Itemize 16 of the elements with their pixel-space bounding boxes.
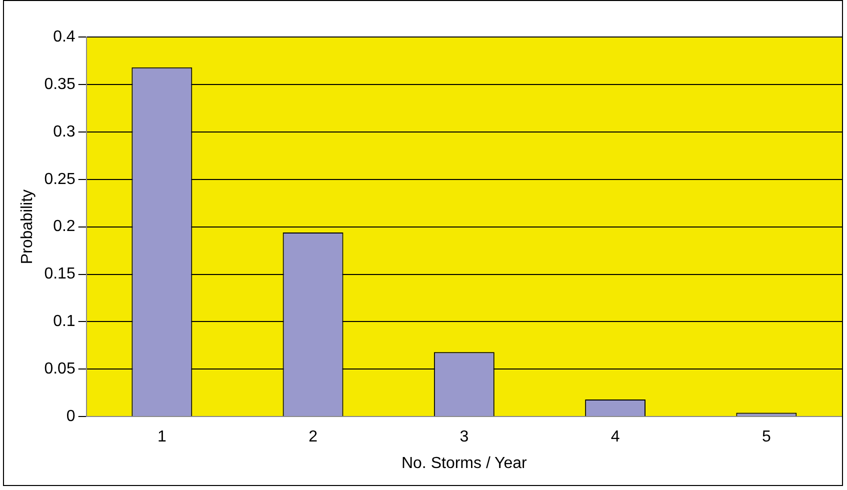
- y-tick-label: 0.3: [53, 123, 76, 140]
- x-tick-label: 2: [308, 428, 318, 446]
- x-tick-label: 1: [157, 428, 166, 446]
- x-tick-label: 3: [460, 428, 469, 446]
- y-tick-label: 0.25: [44, 170, 76, 188]
- y-tick-label: 0.15: [44, 266, 76, 283]
- y-tick-label: 0.2: [53, 218, 76, 236]
- y-tick-label: 0.1: [53, 313, 76, 330]
- y-tick-label: 0.4: [53, 28, 76, 46]
- x-tick-label: 4: [610, 428, 620, 446]
- y-tick-label: 0: [66, 408, 76, 426]
- x-tick-label: 5: [762, 428, 771, 446]
- y-axis-title: Probability: [19, 189, 36, 264]
- x-axis-title: No. Storms / Year: [401, 454, 528, 472]
- y-tick-label: 0.05: [44, 360, 76, 378]
- y-tick-label: 0.35: [44, 76, 76, 93]
